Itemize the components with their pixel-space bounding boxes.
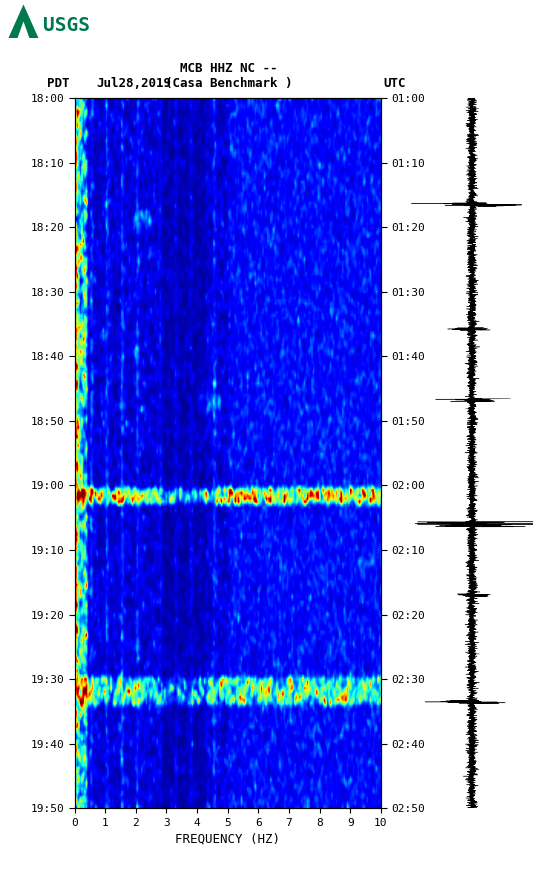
Text: PDT: PDT <box>47 77 70 89</box>
Text: MCB HHZ NC --: MCB HHZ NC -- <box>181 63 278 75</box>
Polygon shape <box>8 4 39 38</box>
Text: (Casa Benchmark ): (Casa Benchmark ) <box>166 77 293 89</box>
Text: Jul28,2019: Jul28,2019 <box>97 77 172 89</box>
Text: UTC: UTC <box>384 77 406 89</box>
X-axis label: FREQUENCY (HZ): FREQUENCY (HZ) <box>175 832 280 845</box>
Polygon shape <box>18 21 29 38</box>
Text: USGS: USGS <box>43 15 90 35</box>
